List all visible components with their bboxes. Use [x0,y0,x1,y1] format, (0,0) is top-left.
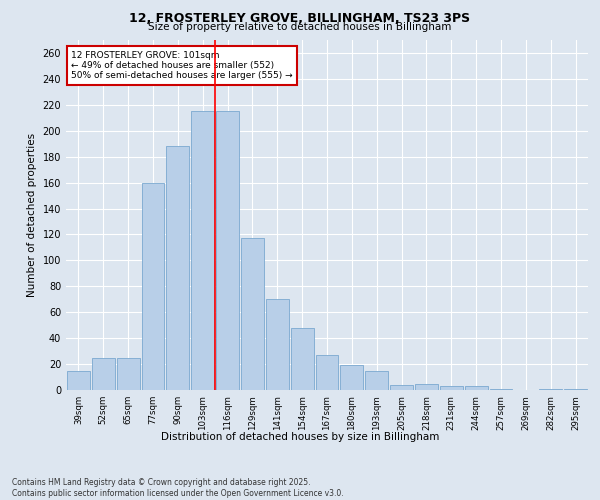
Bar [390,385,413,390]
Bar [340,366,363,390]
Bar [291,328,314,390]
Bar [440,386,463,390]
Bar [490,388,512,390]
Bar [191,112,214,390]
Bar [67,370,90,390]
Text: 12 FROSTERLEY GROVE: 101sqm
← 49% of detached houses are smaller (552)
50% of se: 12 FROSTERLEY GROVE: 101sqm ← 49% of det… [71,50,293,80]
Bar [564,388,587,390]
Bar [241,238,264,390]
Bar [539,388,562,390]
Bar [166,146,189,390]
Text: Size of property relative to detached houses in Billingham: Size of property relative to detached ho… [148,22,452,32]
Bar [92,358,115,390]
Bar [316,355,338,390]
Text: 12, FROSTERLEY GROVE, BILLINGHAM, TS23 3PS: 12, FROSTERLEY GROVE, BILLINGHAM, TS23 3… [130,12,470,24]
Bar [216,112,239,390]
Bar [266,300,289,390]
Text: Distribution of detached houses by size in Billingham: Distribution of detached houses by size … [161,432,439,442]
Bar [142,182,164,390]
Bar [465,386,488,390]
Bar [365,370,388,390]
Bar [415,384,438,390]
Bar [117,358,140,390]
Y-axis label: Number of detached properties: Number of detached properties [27,133,37,297]
Text: Contains HM Land Registry data © Crown copyright and database right 2025.
Contai: Contains HM Land Registry data © Crown c… [12,478,344,498]
